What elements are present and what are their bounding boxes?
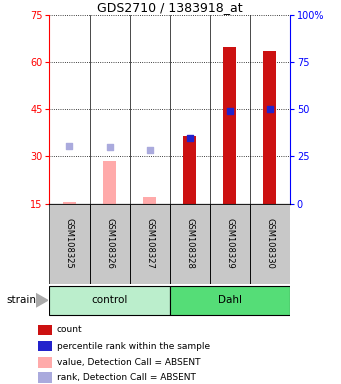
Polygon shape xyxy=(36,293,48,307)
Title: GDS2710 / 1383918_at: GDS2710 / 1383918_at xyxy=(97,1,242,14)
Point xyxy=(147,147,152,153)
Text: strain: strain xyxy=(7,295,37,305)
Text: control: control xyxy=(91,295,128,306)
Bar xyxy=(49,286,169,315)
Bar xyxy=(183,136,196,204)
Bar xyxy=(103,161,116,204)
Bar xyxy=(38,372,52,383)
Text: GSM108328: GSM108328 xyxy=(185,218,194,269)
Text: rank, Detection Call = ABSENT: rank, Detection Call = ABSENT xyxy=(57,373,196,382)
Text: value, Detection Call = ABSENT: value, Detection Call = ABSENT xyxy=(57,358,201,367)
Bar xyxy=(38,357,52,368)
Bar xyxy=(143,197,156,204)
Point xyxy=(187,135,192,141)
Bar xyxy=(263,51,276,204)
Text: GSM108330: GSM108330 xyxy=(265,218,274,269)
Point xyxy=(227,108,233,114)
Text: percentile rank within the sample: percentile rank within the sample xyxy=(57,342,210,351)
Bar xyxy=(89,204,130,284)
Bar xyxy=(130,204,169,284)
Bar xyxy=(38,341,52,351)
Bar xyxy=(49,204,89,284)
Text: count: count xyxy=(57,325,83,334)
Text: GSM108326: GSM108326 xyxy=(105,218,114,269)
Bar xyxy=(63,202,76,204)
Bar xyxy=(169,204,210,284)
Bar xyxy=(38,324,52,335)
Text: GSM108325: GSM108325 xyxy=(65,218,74,269)
Bar xyxy=(250,204,290,284)
Text: GSM108327: GSM108327 xyxy=(145,218,154,269)
Text: Dahl: Dahl xyxy=(218,295,242,306)
Point xyxy=(67,142,72,149)
Bar xyxy=(223,47,236,204)
Text: GSM108329: GSM108329 xyxy=(225,218,234,269)
Point xyxy=(107,144,112,150)
Bar xyxy=(210,204,250,284)
Point xyxy=(267,106,272,113)
Bar xyxy=(169,286,290,315)
